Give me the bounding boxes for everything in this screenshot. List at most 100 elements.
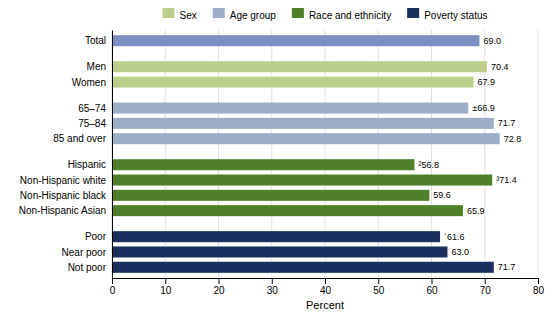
bar — [112, 205, 463, 216]
data-label: 71.7 — [498, 262, 516, 272]
y-tick: Non-Hispanic Asian — [19, 205, 106, 216]
y-tick-label: 65–74 — [78, 103, 106, 114]
y-tick: 65–74 — [78, 103, 106, 114]
bar — [112, 133, 500, 144]
x-tick: 30 — [267, 278, 279, 296]
chart-svg: 69.070.467.9±66.971.772.8²56.8³71.459.66… — [0, 0, 560, 314]
y-tick: 75–84 — [78, 118, 106, 129]
grid-line — [538, 30, 539, 278]
bar — [112, 35, 479, 46]
x-axis: 0 10 20 30 40 50 60 70 80 — [110, 278, 545, 296]
y-tick-label: Near poor — [62, 247, 107, 258]
chart-container: 69.070.467.9±66.971.772.8²56.8³71.459.66… — [0, 0, 560, 314]
y-tick-label: Hispanic — [68, 159, 106, 170]
x-tick-label: 50 — [373, 285, 385, 296]
x-tick-mark — [325, 278, 326, 284]
y-tick-label: 75–84 — [78, 118, 106, 129]
y-tick: Hispanic — [68, 159, 106, 170]
x-tick-mark — [272, 278, 273, 284]
data-label: 63.0 — [451, 247, 469, 257]
bar — [112, 175, 492, 186]
x-tick-mark — [378, 278, 379, 284]
legend-label: Sex — [179, 10, 196, 21]
y-tick: Non-Hispanic white — [20, 175, 107, 186]
y-tick: Non-Hispanic black — [20, 190, 107, 201]
data-label: 65.9 — [467, 206, 485, 216]
y-tick-label: Men — [87, 61, 106, 72]
y-tick-label: Not poor — [68, 262, 107, 273]
x-tick-label: 40 — [320, 285, 332, 296]
x-tick: 50 — [373, 278, 385, 296]
bar — [112, 61, 487, 72]
data-label: ´61.6 — [444, 232, 465, 242]
data-label: 69.0 — [483, 36, 501, 46]
y-tick: Men — [87, 61, 106, 72]
x-tick: 40 — [320, 278, 332, 296]
data-label: 71.7 — [498, 118, 516, 128]
grid — [112, 30, 538, 278]
legend-item: Age group — [213, 8, 277, 21]
x-tick-label: 20 — [213, 285, 225, 296]
data-label: ³71.4 — [496, 175, 517, 185]
x-tick-mark — [219, 278, 220, 284]
legend-swatch — [407, 8, 419, 18]
y-tick-label: Total — [85, 35, 106, 46]
y-tick-label: Women — [72, 77, 106, 88]
x-tick-label: 30 — [267, 285, 279, 296]
y-axis-line — [112, 31, 113, 279]
bar — [112, 246, 447, 257]
x-axis-title: Percent — [306, 299, 344, 311]
legend-swatch — [162, 8, 174, 18]
data-label: 72.8 — [504, 134, 522, 144]
legend-item: Poverty status — [407, 8, 487, 21]
x-tick: 60 — [426, 278, 438, 296]
x-tick: 0 — [110, 278, 116, 296]
legend-label: Poverty status — [424, 10, 487, 21]
legend-label: Age group — [230, 10, 277, 21]
x-tick: 80 — [533, 278, 545, 296]
y-axis: Total Men Women 65–74 75–84 85 and over Hispan… — [19, 31, 113, 279]
y-tick: Poor — [85, 231, 107, 242]
legend-swatch — [213, 8, 225, 18]
y-tick-label: Non-Hispanic white — [20, 175, 107, 186]
bar — [112, 77, 474, 88]
x-tick-mark — [165, 278, 166, 284]
data-label: ±66.9 — [472, 103, 494, 113]
x-tick-label: 70 — [480, 285, 492, 296]
legend-swatch — [292, 8, 304, 18]
x-tick-mark — [112, 278, 113, 284]
legend-item: Sex — [162, 8, 196, 21]
bars — [112, 35, 500, 273]
x-tick-label: 60 — [426, 285, 438, 296]
y-tick-label: Non-Hispanic black — [20, 190, 107, 201]
y-tick: Near poor — [62, 247, 107, 258]
x-tick-mark — [485, 278, 486, 284]
legend-item: Race and ethnicity — [292, 8, 391, 21]
data-label: 59.6 — [433, 190, 451, 200]
data-label: 67.9 — [478, 77, 496, 87]
bar — [112, 190, 429, 201]
y-tick-label: Poor — [85, 231, 107, 242]
y-tick-label: 85 and over — [53, 133, 106, 144]
x-tick: 10 — [160, 278, 172, 296]
y-tick-label: Non-Hispanic Asian — [19, 205, 106, 216]
data-labels: 69.070.467.9±66.971.772.8²56.8³71.459.66… — [418, 36, 521, 273]
x-tick-label: 80 — [533, 285, 545, 296]
legend-label: Race and ethnicity — [309, 10, 391, 21]
grid-line — [112, 30, 113, 278]
bar — [112, 262, 494, 273]
bar — [112, 159, 414, 170]
x-tick-label: 0 — [110, 285, 116, 296]
bar — [112, 231, 440, 242]
x-tick-label: 10 — [160, 285, 172, 296]
x-tick-mark — [432, 278, 433, 284]
x-tick: 20 — [213, 278, 225, 296]
y-tick: Total — [85, 35, 106, 46]
y-tick: Not poor — [68, 262, 107, 273]
data-label: 70.4 — [491, 62, 509, 72]
plot: 69.070.467.9±66.971.772.8²56.8³71.459.66… — [19, 30, 545, 311]
bar — [112, 118, 494, 129]
y-tick: Women — [72, 77, 106, 88]
x-axis-line — [113, 279, 539, 285]
x-tick-mark — [538, 278, 539, 284]
